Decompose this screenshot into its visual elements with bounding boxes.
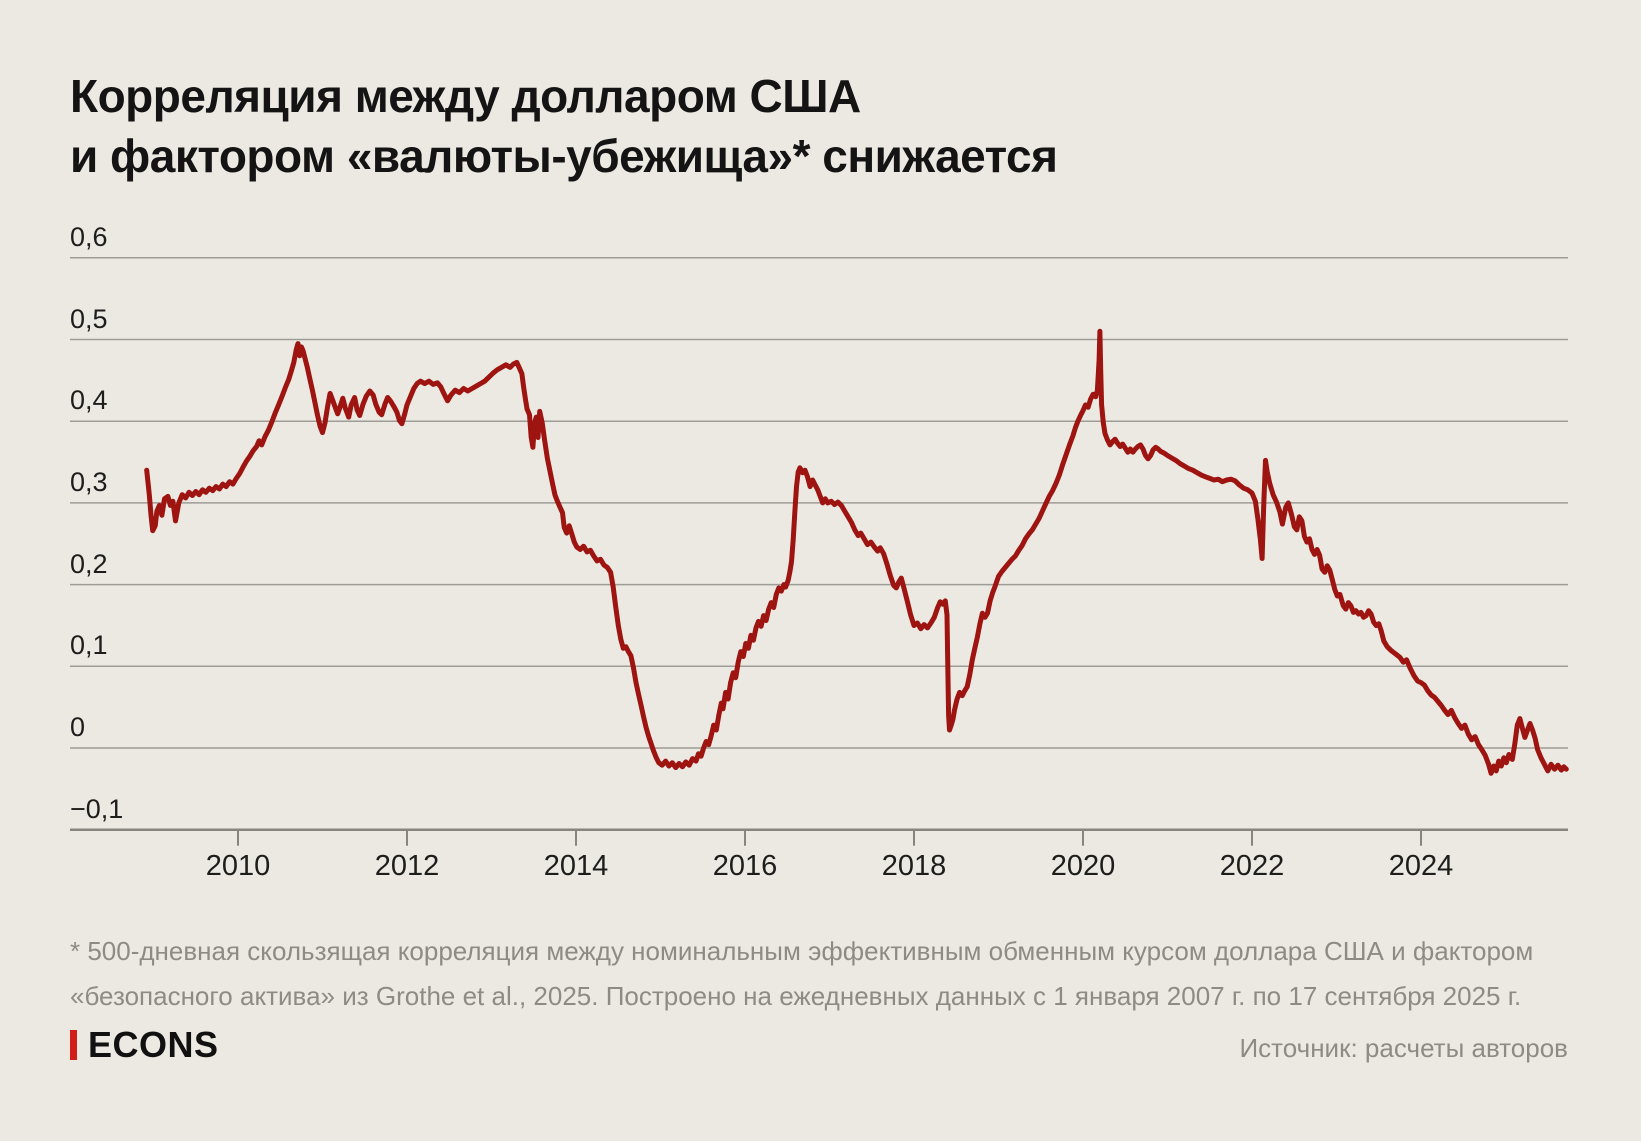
footnote-line-2: «безопасного актива» из Grothe et al., 2… <box>70 981 1522 1011</box>
x-axis-label: 2022 <box>1219 850 1285 882</box>
y-axis-label: 0,3 <box>70 466 108 497</box>
chart-footnote: * 500-дневная скользящая корреляция межд… <box>70 929 1533 1019</box>
source-caption: Источник: расчеты авторов <box>1239 1033 1568 1063</box>
y-axis-label: 0,2 <box>70 548 108 579</box>
correlation-series-line <box>144 328 1569 776</box>
econs-logo: ECONS <box>70 1024 219 1065</box>
y-axis-label: 0 <box>70 712 86 742</box>
x-axis-label: 2020 <box>1050 850 1116 882</box>
y-axis-label: 0,4 <box>70 385 108 416</box>
logo-red-bar-icon <box>70 1030 77 1060</box>
x-axis-label: 2016 <box>712 850 778 882</box>
title-line-2: и фактором «валюты-убежища»* снижается <box>70 130 1058 182</box>
footnote-line-1: * 500-дневная скользящая корреляция межд… <box>70 936 1534 966</box>
x-axis-label: 2014 <box>543 850 609 882</box>
page-title: Корреляция между долларом США и фактором… <box>70 66 1058 186</box>
logo-text: ECONS <box>88 1024 219 1065</box>
title-line-1: Корреляция между долларом США <box>70 70 861 122</box>
x-axis-label: 2010 <box>205 850 271 882</box>
y-axis-label: 0,5 <box>70 303 108 334</box>
x-axis-label: 2024 <box>1388 850 1454 882</box>
y-axis-label: 0,1 <box>70 630 108 661</box>
y-axis-label: −0,1 <box>70 793 124 824</box>
x-axis-label: 2012 <box>374 850 440 882</box>
x-axis-label: 2018 <box>881 850 947 882</box>
y-axis-label: 0,6 <box>70 221 108 252</box>
